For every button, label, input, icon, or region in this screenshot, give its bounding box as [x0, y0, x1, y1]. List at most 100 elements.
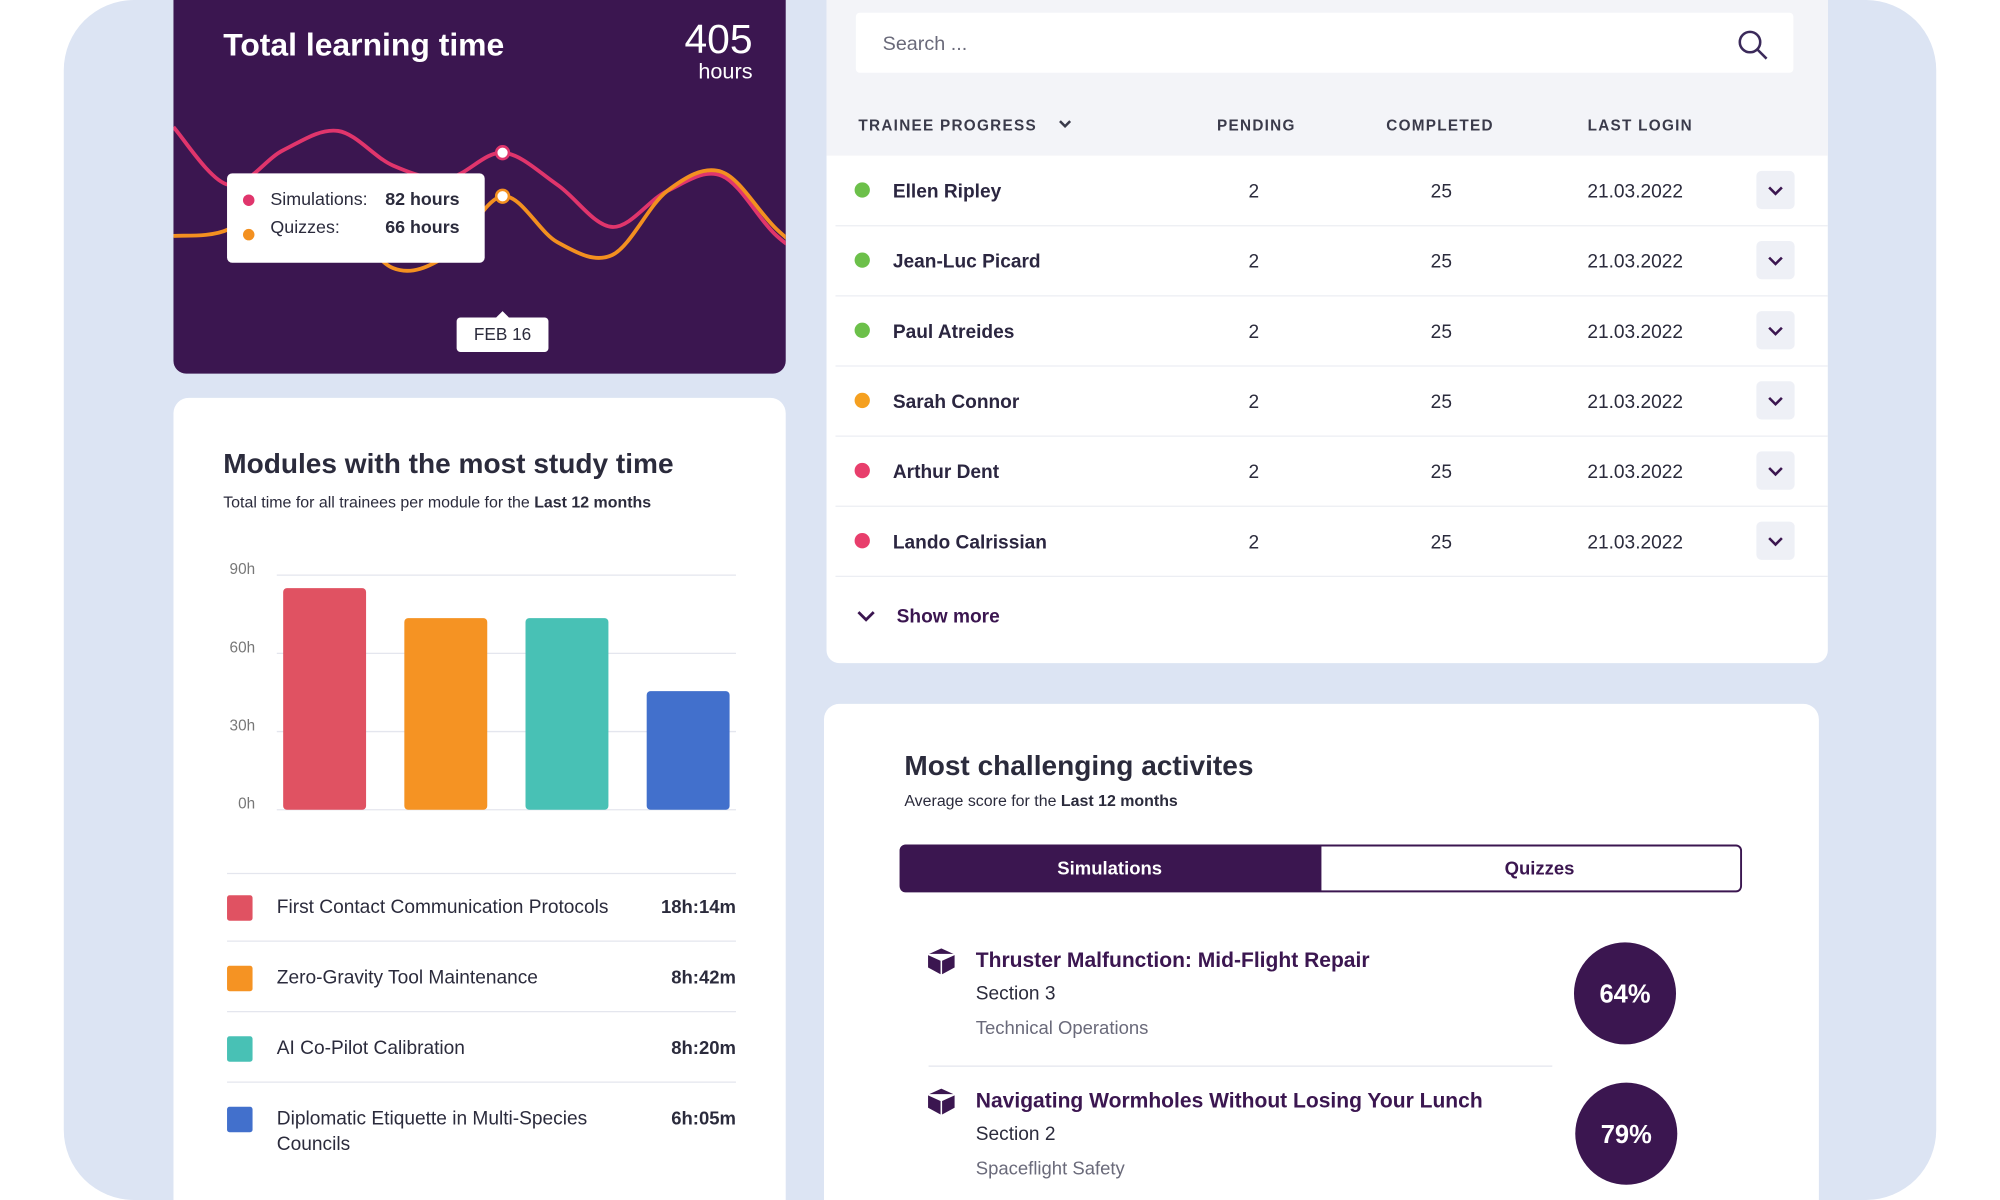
pending-count: 2 — [1249, 182, 1260, 203]
row-expand-button[interactable] — [1756, 311, 1795, 350]
subtitle-text: Average score for the — [904, 793, 1056, 810]
trainee-name: Sarah Connor — [893, 392, 1020, 413]
row-expand-button[interactable] — [1756, 451, 1795, 490]
subtitle-emphasis: Last 12 months — [534, 495, 651, 512]
search-icon-handle — [1756, 48, 1768, 60]
total-value: 405 — [684, 16, 752, 62]
status-dot — [854, 533, 870, 549]
tab-label[interactable]: Simulations — [1057, 858, 1162, 879]
score-badge — [1575, 1082, 1678, 1185]
show-more[interactable]: Show more — [897, 606, 1000, 627]
pending-count: 2 — [1249, 322, 1260, 343]
tooltip-value: 66 hours — [385, 217, 459, 237]
row-expand-button[interactable] — [1756, 381, 1795, 420]
activity-icon — [926, 1086, 957, 1117]
tab-label[interactable]: Quizzes — [1505, 858, 1575, 879]
trainee-name: Jean-Luc Picard — [893, 252, 1041, 273]
pending-count: 2 — [1249, 252, 1260, 273]
completed-count: 25 — [1431, 252, 1452, 273]
activity-list: Thruster Malfunction: Mid-Flight Repair S… — [926, 942, 1678, 1185]
activity-title[interactable]: Thruster Malfunction: Mid-Flight Repair — [976, 949, 1370, 972]
tab-active[interactable] — [900, 845, 1322, 892]
column-header: LAST LOGIN — [1588, 117, 1693, 134]
last-login: 21.03.2022 — [1587, 252, 1683, 273]
last-login: 21.03.2022 — [1587, 532, 1683, 553]
tooltip-dot — [242, 228, 255, 241]
activities-card — [823, 703, 1819, 1200]
y-tick-label: 60h — [230, 639, 256, 656]
line-point — [494, 188, 511, 204]
legend-duration: 8h:20m — [671, 1037, 736, 1058]
pending-count: 2 — [1249, 532, 1260, 553]
bar — [646, 691, 730, 810]
last-login: 21.03.2022 — [1587, 322, 1683, 343]
legend-label-text: Diplomatic Etiquette in Multi-Species — [277, 1109, 587, 1130]
card-title: Most challenging activites — [904, 750, 1253, 781]
status-dot — [854, 392, 870, 409]
completed-count: 25 — [1431, 182, 1452, 203]
trainee-name: Arthur Dent — [893, 462, 1000, 483]
last-login: 21.03.2022 — [1587, 392, 1683, 413]
activity-category: Spaceflight Safety — [976, 1157, 1126, 1178]
tooltip-dot — [242, 194, 255, 206]
trainee-name: Lando Calrissian — [893, 532, 1047, 553]
subtitle-text: Total time for all trainees per module f… — [223, 495, 530, 512]
line-point — [494, 145, 511, 161]
sort-chevron[interactable] — [1059, 120, 1072, 129]
pending-count: 2 — [1249, 462, 1260, 483]
status-dot — [854, 182, 870, 198]
row-expand-button[interactable] — [1756, 521, 1795, 560]
tooltip: Simulations: 82 hours Quizzes: 66 hours — [227, 173, 485, 263]
activity-category: Technical Operations — [976, 1017, 1149, 1038]
row-expand-chevron — [1768, 537, 1783, 547]
search-icon[interactable] — [1738, 30, 1762, 54]
search-box[interactable] — [855, 12, 1794, 73]
trainee-name: Paul Atreides — [893, 322, 1015, 343]
legend-label: AI Co-Pilot Calibration — [277, 1038, 465, 1059]
score-badge — [1573, 942, 1677, 1045]
legend-swatch — [227, 1036, 253, 1062]
legend-duration: 18h:14m — [661, 896, 736, 917]
completed-count: 25 — [1431, 392, 1452, 413]
bar — [404, 618, 488, 810]
legend-swatch — [227, 895, 253, 921]
bar-chart: 0h 30h 60h 90h First Contact Communication P… — [227, 561, 736, 1155]
bar — [283, 588, 367, 810]
row-expand-chevron — [1768, 467, 1783, 477]
row-expand-chevron — [1768, 326, 1783, 336]
row-expand-button[interactable] — [1756, 170, 1795, 210]
activity-title[interactable]: Navigating Wormholes Without Losing Your… — [976, 1089, 1483, 1112]
last-login: 21.03.2022 — [1587, 182, 1683, 203]
legend-label-wrap: Councils — [277, 1134, 350, 1155]
tooltip-label: Simulations: — [270, 189, 367, 209]
x-label-box — [456, 317, 549, 352]
legend-swatch — [227, 965, 253, 992]
row-expand-button[interactable] — [1756, 241, 1795, 280]
tooltip-value: 82 hours — [385, 189, 459, 209]
show-more-chevron[interactable] — [857, 611, 875, 622]
column-header: PENDING — [1217, 117, 1296, 134]
x-tick-label: FEB 16 — [474, 324, 531, 344]
column-header: COMPLETED — [1386, 117, 1494, 134]
legend-label: Diplomatic Etiquette in Multi-Species Cou… — [277, 1109, 587, 1156]
completed-count: 25 — [1431, 462, 1452, 483]
legend-label: Zero-Gravity Tool Maintenance — [277, 968, 538, 989]
column-header[interactable]: TRAINEE PROGRESS — [858, 117, 1037, 134]
tooltip-box — [227, 173, 485, 263]
activity-section: Section 3 — [976, 984, 1056, 1005]
bar — [525, 618, 609, 810]
card-title: Modules with the most study time — [223, 448, 673, 479]
score-label: 64% — [1599, 981, 1650, 1009]
row-expand-chevron — [1768, 256, 1783, 266]
pending-count: 2 — [1249, 392, 1260, 413]
tooltip-label: Quizzes: — [270, 217, 339, 237]
status-dot — [854, 252, 870, 268]
card-subtitle: Average score for the Last 12 months — [904, 793, 1178, 810]
legend-duration: 6h:05m — [671, 1107, 736, 1128]
activity-icon — [926, 946, 957, 977]
y-tick-label: 30h — [230, 718, 256, 735]
card-subtitle: Total time for all trainees per module f… — [223, 495, 651, 512]
score-label: 79% — [1601, 1121, 1652, 1149]
status-dot — [854, 322, 870, 338]
x-label-pointer — [496, 311, 509, 318]
